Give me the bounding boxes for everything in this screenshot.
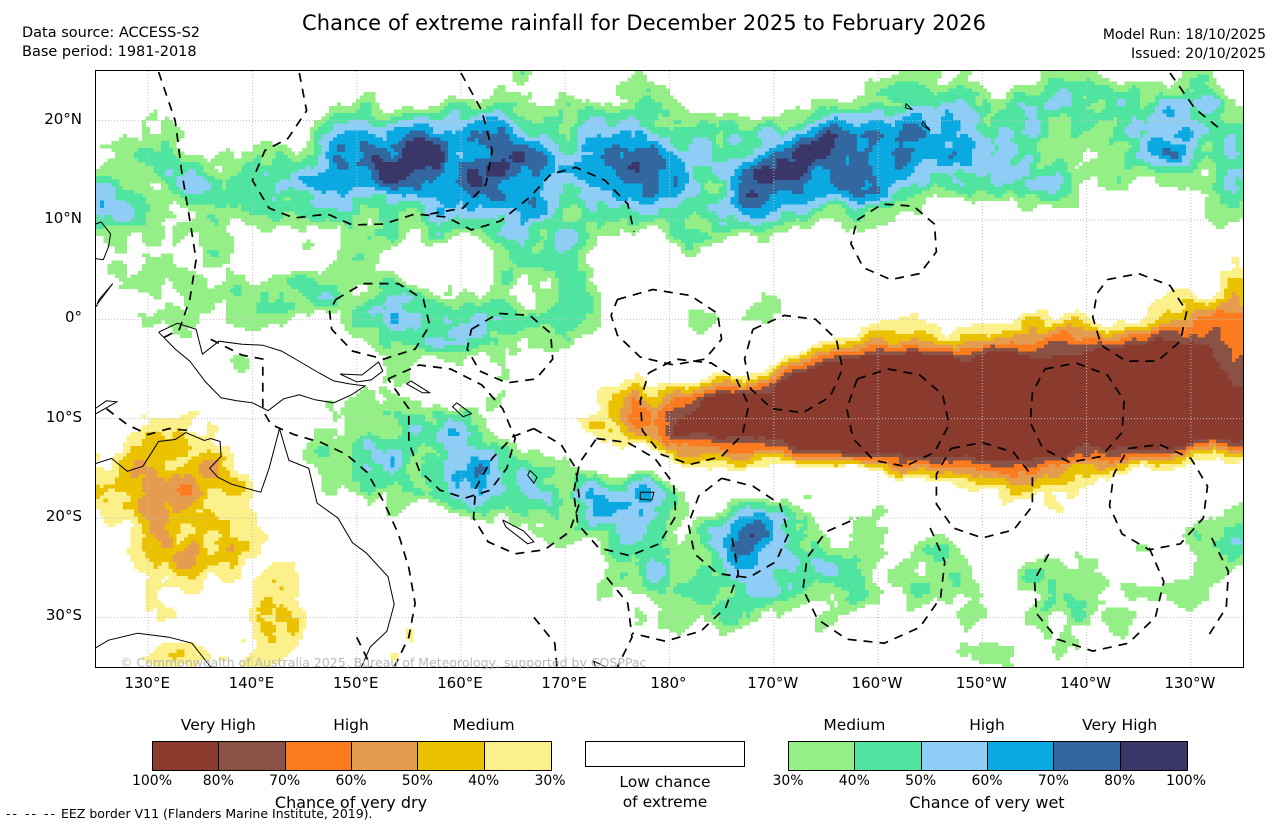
lon-tick-label: 130°W <box>1145 674 1235 692</box>
dry-tick-label: 70% <box>255 773 315 789</box>
map-plot <box>96 71 1243 667</box>
lon-tick-label: 150°W <box>936 674 1026 692</box>
lat-tick-label: 0° <box>8 308 82 326</box>
dry-tick-label: 80% <box>188 773 248 789</box>
lon-tick-label: 150°E <box>311 674 401 692</box>
eez-dash-glyph: -- -- -- <box>6 806 57 821</box>
base-period-text: Base period: 1981-2018 <box>22 43 200 62</box>
map-canvas[interactable] <box>95 70 1244 668</box>
wet-category-label: Medium <box>779 716 929 734</box>
dry-swatch-1[interactable] <box>219 742 285 770</box>
wet-swatch-0[interactable] <box>789 742 855 770</box>
wet-swatch-4[interactable] <box>1054 742 1120 770</box>
lon-tick-label: 160°E <box>415 674 505 692</box>
wet-category-label: Very High <box>1045 716 1195 734</box>
page-title: Chance of extreme rainfall for December … <box>0 11 1288 35</box>
lat-tick-label: 20°S <box>8 507 82 525</box>
wet-swatch-1[interactable] <box>855 742 921 770</box>
issued-text: Issued: 20/10/2025 <box>1103 45 1266 64</box>
wet-tick-label: 80% <box>1090 773 1150 789</box>
wet-tick-label: 60% <box>957 773 1017 789</box>
wet-colorbar-title: Chance of very wet <box>788 793 1186 812</box>
dry-tick-label: 50% <box>387 773 447 789</box>
lon-tick-label: 180° <box>624 674 714 692</box>
header-right-block: Model Run: 18/10/2025 Issued: 20/10/2025 <box>1103 26 1266 64</box>
dry-tick-label: 100% <box>122 773 182 789</box>
lat-tick-label: 10°S <box>8 408 82 426</box>
wet-swatch-2[interactable] <box>922 742 988 770</box>
low-chance-label: Low chance of extreme <box>585 772 745 812</box>
lon-tick-label: 140°W <box>1041 674 1131 692</box>
dry-swatch-4[interactable] <box>418 742 484 770</box>
map-copyright: © Commonwealth of Australia 2025, Bureau… <box>120 655 646 670</box>
lon-tick-label: 130°E <box>102 674 192 692</box>
wet-tick-label: 30% <box>758 773 818 789</box>
dry-tick-label: 40% <box>454 773 514 789</box>
dry-colorbar[interactable] <box>152 741 552 771</box>
lon-tick-label: 160°W <box>832 674 922 692</box>
lat-tick-label: 30°S <box>8 606 82 624</box>
dry-swatch-2[interactable] <box>286 742 352 770</box>
eez-footnote: -- -- -- EEZ border V11 (Flanders Marine… <box>6 806 373 821</box>
lat-tick-label: 20°N <box>8 110 82 128</box>
dry-tick-label: 30% <box>520 773 580 789</box>
low-chance-line1: Low chance <box>585 772 745 792</box>
model-run-text: Model Run: 18/10/2025 <box>1103 26 1266 45</box>
wet-swatch-3[interactable] <box>988 742 1054 770</box>
low-chance-line2: of extreme <box>585 792 745 812</box>
wet-swatch-5[interactable] <box>1121 742 1187 770</box>
dry-swatch-3[interactable] <box>352 742 418 770</box>
wet-colorbar[interactable] <box>788 741 1188 771</box>
wet-category-label: High <box>912 716 1062 734</box>
lon-tick-label: 170°W <box>728 674 818 692</box>
lat-tick-label: 10°N <box>8 209 82 227</box>
lon-tick-label: 140°E <box>206 674 296 692</box>
lon-tick-label: 170°E <box>519 674 609 692</box>
wet-tick-label: 40% <box>824 773 884 789</box>
dry-category-label: Medium <box>409 716 559 734</box>
wet-tick-label: 100% <box>1156 773 1216 789</box>
low-chance-swatch[interactable] <box>585 741 745 767</box>
dry-category-label: Very High <box>143 716 293 734</box>
wet-tick-label: 70% <box>1023 773 1083 789</box>
wet-tick-label: 50% <box>891 773 951 789</box>
eez-footnote-text: EEZ border V11 (Flanders Marine Institut… <box>61 806 373 821</box>
dry-swatch-0[interactable] <box>153 742 219 770</box>
dry-swatch-5[interactable] <box>485 742 551 770</box>
dry-tick-label: 60% <box>321 773 381 789</box>
dry-category-label: High <box>276 716 426 734</box>
